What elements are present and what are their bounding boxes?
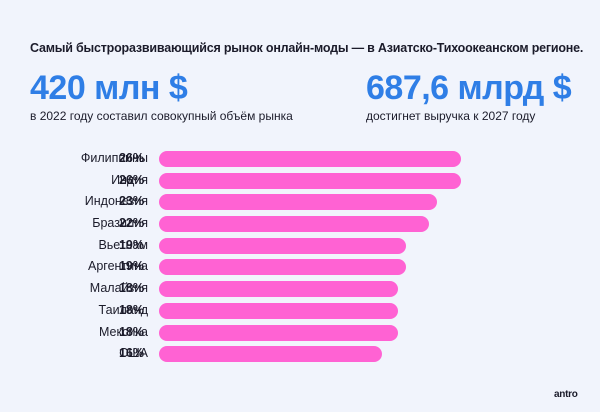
bar (159, 194, 438, 211)
bar (159, 151, 461, 167)
bar-chart: Филиппины 26% Индия 26% Индонезия 23% Бразилия… (0, 150, 600, 367)
country-label: Индонезия (84, 194, 148, 209)
percent-label: 19% (118, 259, 144, 274)
country-label: США (119, 346, 148, 361)
percent-label: 19% (118, 237, 144, 252)
percent-label: 16% (118, 346, 144, 361)
bar (159, 302, 398, 319)
bar-row: Бразилия 22% (0, 215, 600, 237)
country-label: Индия (111, 172, 148, 187)
bar-row: Таиланд 18% (0, 302, 600, 324)
bar-row: США 16% (0, 345, 600, 367)
stat-caption: в 2022 году составил совокупный объём ры… (30, 109, 293, 123)
bar-row: Индия 26% (0, 172, 600, 194)
bar (159, 324, 398, 341)
brand-logo: antro (554, 389, 578, 400)
bar (159, 346, 382, 363)
stat-caption: достигнет выручка к 2027 году (366, 109, 536, 123)
country-label: Аргентина (88, 259, 148, 274)
stat-value: 420 млн $ (30, 69, 188, 107)
bar (159, 259, 406, 276)
percent-label: 26% (118, 172, 144, 187)
stat-value: 687,6 млрд $ (366, 69, 572, 107)
country-label: Филиппины (80, 151, 148, 165)
bar-row: Вьетнам 19% (0, 237, 600, 259)
bar (159, 281, 398, 298)
chart-title: Самый быстроразвивающийся рынок онлайн-м… (30, 41, 584, 55)
country-label: Мексика (98, 324, 148, 339)
percent-label: 22% (118, 216, 144, 231)
stat-market-volume: 420 млн $ в 2022 году составил совокупны… (30, 68, 293, 123)
bar (159, 237, 406, 254)
percent-label: 18% (118, 324, 144, 339)
bar-row: Малайзия 18% (0, 280, 600, 302)
percent-label: 18% (118, 302, 144, 317)
country-label: Таиланд (98, 302, 148, 317)
percent-label: 23% (118, 194, 144, 209)
stat-revenue-forecast: 687,6 млрд $ достигнет выручка к 2027 го… (366, 68, 572, 123)
bar-row: Индонезия 23% (0, 193, 600, 215)
country-label: Малайзия (89, 281, 148, 296)
bar (159, 216, 430, 233)
bar-row: Аргентина 19% (0, 258, 600, 280)
percent-label: 18% (118, 281, 144, 296)
bar-row: Филиппины 26% (0, 150, 600, 172)
country-label: Вьетнам (98, 237, 148, 252)
percent-label: 26% (118, 151, 144, 165)
bar (159, 172, 461, 189)
bar-row: Мексика 18% (0, 324, 600, 346)
country-label: Бразилия (92, 216, 148, 231)
